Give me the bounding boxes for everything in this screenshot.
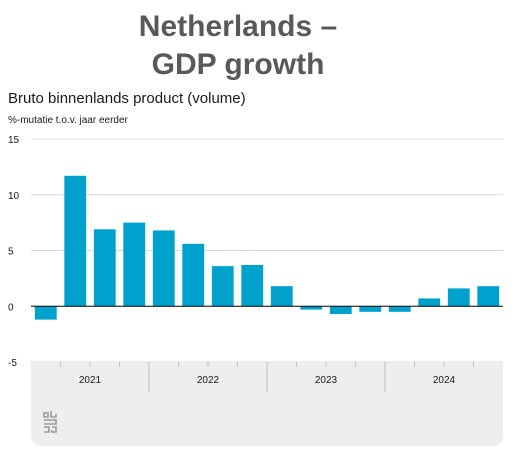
x-tick-label: 2023 [315,375,338,386]
y-tick-label: 5 [8,247,14,258]
chart-title: Bruto binnenlands product (volume) [8,90,246,107]
bar [300,306,323,310]
y-tick-label: 10 [8,191,20,202]
bar [152,230,175,307]
bar [270,286,293,307]
bar [447,288,470,307]
bar [93,229,116,307]
page-title: Netherlands – GDP growth [0,8,476,84]
x-tick-label: 2022 [197,375,220,386]
bar [182,243,205,307]
bar [388,306,411,312]
bar [123,222,146,307]
title-line-2: GDP growth [151,48,325,81]
chart-footer-band [31,392,503,446]
bar [329,306,352,315]
y-tick-label: 15 [8,135,20,146]
bar [477,286,500,307]
bar [64,175,87,307]
y-axis-unit-label: %-mutatie t.o.v. jaar eerder [8,115,128,126]
bar [241,264,264,307]
x-tick-label: 2021 [79,375,102,386]
x-tick-label: 2024 [433,375,456,386]
cbs-logo-icon [43,411,57,433]
bar [418,298,441,307]
bar [359,306,382,312]
title-line-1: Netherlands – [138,10,338,43]
bar [211,266,234,307]
y-tick-label: -5 [8,358,17,369]
y-tick-label: 0 [8,302,14,313]
bar [34,306,57,320]
